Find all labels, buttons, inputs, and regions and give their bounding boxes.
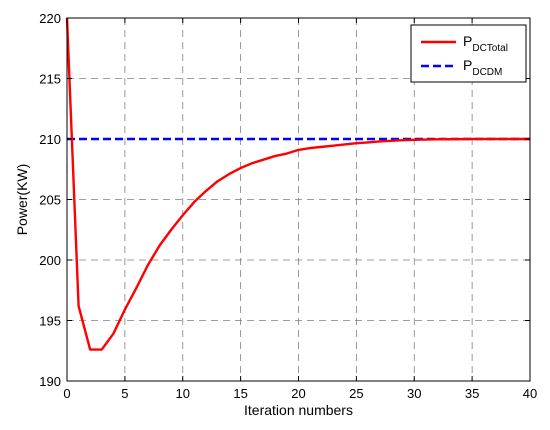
y-tick-label: 195 (39, 314, 61, 329)
x-tick-label: 10 (176, 386, 190, 401)
x-tick-label: 15 (233, 386, 247, 401)
legend-label-sub: DCTotal (472, 43, 508, 54)
axis-ticks: 0 5 10 15 20 25 30 35 40 190 195 200 205 210 215 220 (39, 11, 537, 401)
y-tick-label: 210 (39, 132, 61, 147)
x-tick-label: 5 (121, 386, 128, 401)
series-line-pdctotal (65, 17, 530, 351)
x-tick-label: 30 (407, 386, 421, 401)
y-tick-label: 205 (39, 193, 61, 208)
x-tick-label: 0 (63, 386, 70, 401)
x-tick-label: 25 (349, 386, 363, 401)
y-tick-label: 190 (39, 374, 61, 389)
legend-label-main: P (463, 57, 472, 73)
y-tick-label: 200 (39, 253, 61, 268)
legend-label: PDCTotal (463, 33, 508, 54)
legend-label: PDCDM (463, 57, 502, 78)
x-tick-label: 40 (523, 386, 537, 401)
y-tick-label: 220 (39, 11, 61, 26)
y-axis-label: Power(KW) (14, 164, 30, 236)
legend-box (410, 24, 527, 83)
y-tick-label: 215 (39, 72, 61, 87)
legend-label-sub: DCDM (472, 67, 502, 78)
x-axis-label: Iteration numbers (244, 402, 353, 418)
x-tick-label: 20 (291, 386, 305, 401)
x-tick-label: 35 (465, 386, 479, 401)
series-layer (65, 17, 530, 351)
legend-label-main: P (463, 33, 472, 49)
